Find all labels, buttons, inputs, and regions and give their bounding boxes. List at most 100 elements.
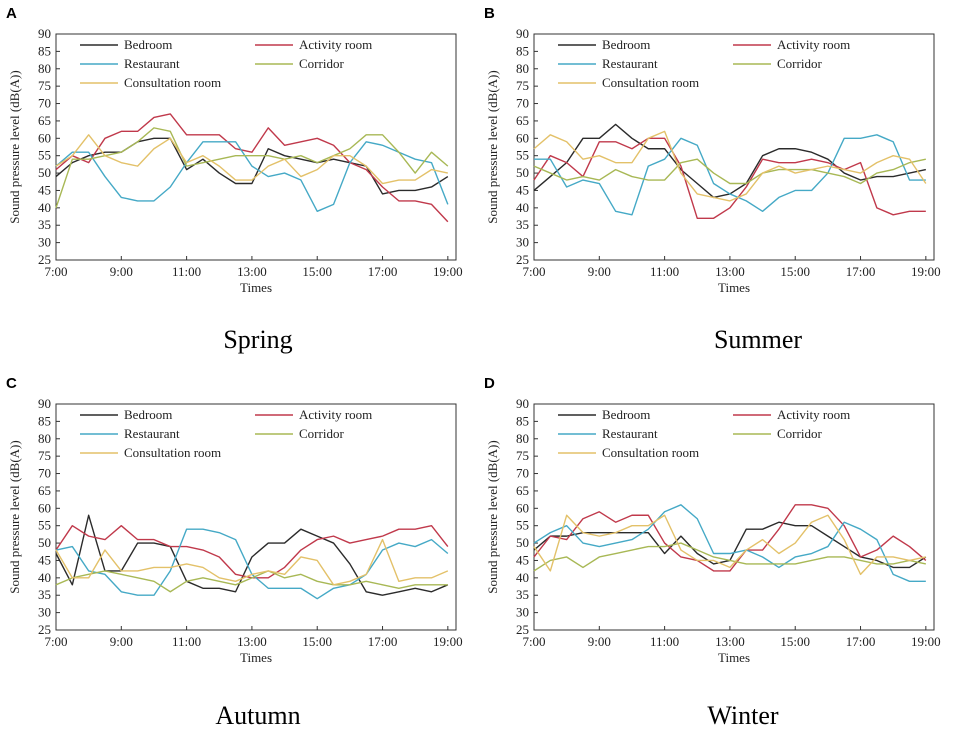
y-tick-label: 90 [38, 396, 51, 411]
y-tick-label: 45 [38, 552, 51, 567]
legend-label: Restaurant [602, 56, 658, 71]
y-tick-label: 40 [516, 200, 529, 215]
y-tick-label: 70 [38, 96, 51, 111]
x-tick-label: 17:00 [368, 264, 398, 279]
y-tick-label: 35 [38, 587, 51, 602]
y-tick-label: 25 [516, 622, 529, 637]
x-tick-label: 17:00 [846, 264, 876, 279]
y-tick-label: 75 [38, 448, 51, 463]
y-tick-label: 65 [516, 113, 529, 128]
y-tick-label: 80 [38, 431, 51, 446]
y-tick-label: 40 [38, 570, 51, 585]
panel-label: A [6, 5, 17, 22]
panel-spring: A 25 30 35 40 45 50 55 60 65 70 75 80 85 90 7:00 9:00 11… [0, 0, 478, 370]
legend-label: Activity room [299, 407, 372, 422]
x-tick-label: 11:00 [650, 634, 679, 649]
panel-autumn: C 25 30 35 40 45 50 55 60 65 70 75 80 85 90 7:00 9:00 11… [0, 370, 478, 740]
season-title: Summer [713, 325, 803, 354]
y-tick-label: 45 [516, 552, 529, 567]
y-tick-label: 25 [38, 622, 51, 637]
series-line-restaurant [533, 504, 926, 583]
x-tick-label: 15:00 [302, 264, 332, 279]
plot-frame [533, 403, 935, 631]
y-tick-label: 30 [516, 235, 529, 250]
y-tick-label: 50 [38, 535, 51, 550]
y-tick-label: 55 [516, 518, 529, 533]
panel-label: C [6, 375, 17, 392]
y-tick-label: 35 [516, 587, 529, 602]
season-title: Winter [707, 701, 779, 730]
y-tick-label: 90 [516, 26, 529, 41]
y-tick-label: 50 [516, 165, 529, 180]
x-tick-label: 7:00 [44, 634, 67, 649]
y-tick-label: 55 [38, 518, 51, 533]
x-axis-label: Times [718, 650, 750, 665]
panel-label: B [484, 5, 495, 22]
panel-winter: D 25 30 35 40 45 50 55 60 65 70 75 80 85 90 7:00 9:00 11… [478, 370, 956, 740]
y-tick-label: 80 [38, 61, 51, 76]
x-tick-label: 9:00 [110, 264, 133, 279]
x-tick-label: 9:00 [588, 634, 611, 649]
y-tick-label: 90 [38, 26, 51, 41]
season-title: Autumn [215, 701, 301, 730]
series-line-restaurant [55, 141, 449, 213]
legend-label: Corridor [777, 426, 822, 441]
y-tick-label: 55 [38, 148, 51, 163]
legend-label: Corridor [299, 56, 344, 71]
legend-label: Consultation room [602, 75, 699, 90]
legend-label: Restaurant [602, 426, 658, 441]
series-line-activity-room [55, 524, 449, 579]
legend-label: Corridor [299, 426, 344, 441]
y-tick-label: 40 [38, 200, 51, 215]
legend-label: Bedroom [124, 37, 172, 52]
y-tick-label: 25 [38, 252, 51, 267]
y-tick-label: 85 [38, 43, 51, 58]
x-tick-label: 19:00 [911, 264, 941, 279]
y-tick-label: 65 [38, 483, 51, 498]
x-tick-label: 9:00 [588, 264, 611, 279]
y-tick-label: 60 [516, 130, 529, 145]
chart-winter: 25 30 35 40 45 50 55 60 65 70 75 80 85 90 7:00 9:00 11:0… [485, 396, 941, 665]
x-tick-label: 9:00 [110, 634, 133, 649]
legend-label: Activity room [299, 37, 372, 52]
series-line-bedroom [533, 123, 926, 199]
x-tick-label: 7:00 [44, 264, 67, 279]
x-tick-label: 13:00 [237, 264, 267, 279]
y-tick-label: 45 [516, 182, 529, 197]
y-tick-label: 45 [38, 182, 51, 197]
plot-frame [55, 33, 457, 261]
series-line-corridor [55, 127, 449, 209]
series-line-corridor [533, 542, 926, 572]
x-tick-label: 17:00 [368, 634, 398, 649]
y-tick-label: 65 [38, 113, 51, 128]
y-tick-label: 70 [516, 466, 529, 481]
panel-label: D [484, 375, 495, 392]
x-tick-label: 17:00 [846, 634, 876, 649]
y-tick-label: 25 [516, 252, 529, 267]
x-tick-label: 19:00 [433, 264, 463, 279]
series-line-corridor [533, 158, 926, 185]
legend-label: Bedroom [602, 37, 650, 52]
series-line-activity-room [533, 137, 926, 219]
y-tick-label: 35 [516, 217, 529, 232]
y-tick-label: 75 [38, 78, 51, 93]
series-line-restaurant [55, 528, 449, 600]
panel-summer: B 25 30 35 40 45 50 55 60 65 70 75 80 85 90 7:00 9:00 11… [478, 0, 956, 370]
y-tick-label: 60 [38, 500, 51, 515]
y-tick-label: 90 [516, 396, 529, 411]
legend-label: Bedroom [124, 407, 172, 422]
series-line-corridor [55, 570, 448, 593]
chart-summer: 25 30 35 40 45 50 55 60 65 70 75 80 85 90 7:00 9:00 11:0… [485, 26, 941, 295]
x-tick-label: 7:00 [522, 264, 545, 279]
y-tick-label: 80 [516, 431, 529, 446]
y-tick-label: 85 [516, 43, 529, 58]
x-tick-label: 13:00 [715, 634, 745, 649]
y-axis-label: Sound pressure level (dB(A)) [485, 70, 500, 223]
x-tick-label: 13:00 [715, 264, 745, 279]
x-tick-label: 11:00 [650, 264, 679, 279]
plot-frame [55, 403, 457, 631]
y-tick-label: 85 [38, 413, 51, 428]
y-tick-label: 65 [516, 483, 529, 498]
chart-spring: 25 30 35 40 45 50 55 60 65 70 75 80 85 90 7:00 9:00 11:0… [7, 26, 463, 295]
legend-label: Corridor [777, 56, 822, 71]
